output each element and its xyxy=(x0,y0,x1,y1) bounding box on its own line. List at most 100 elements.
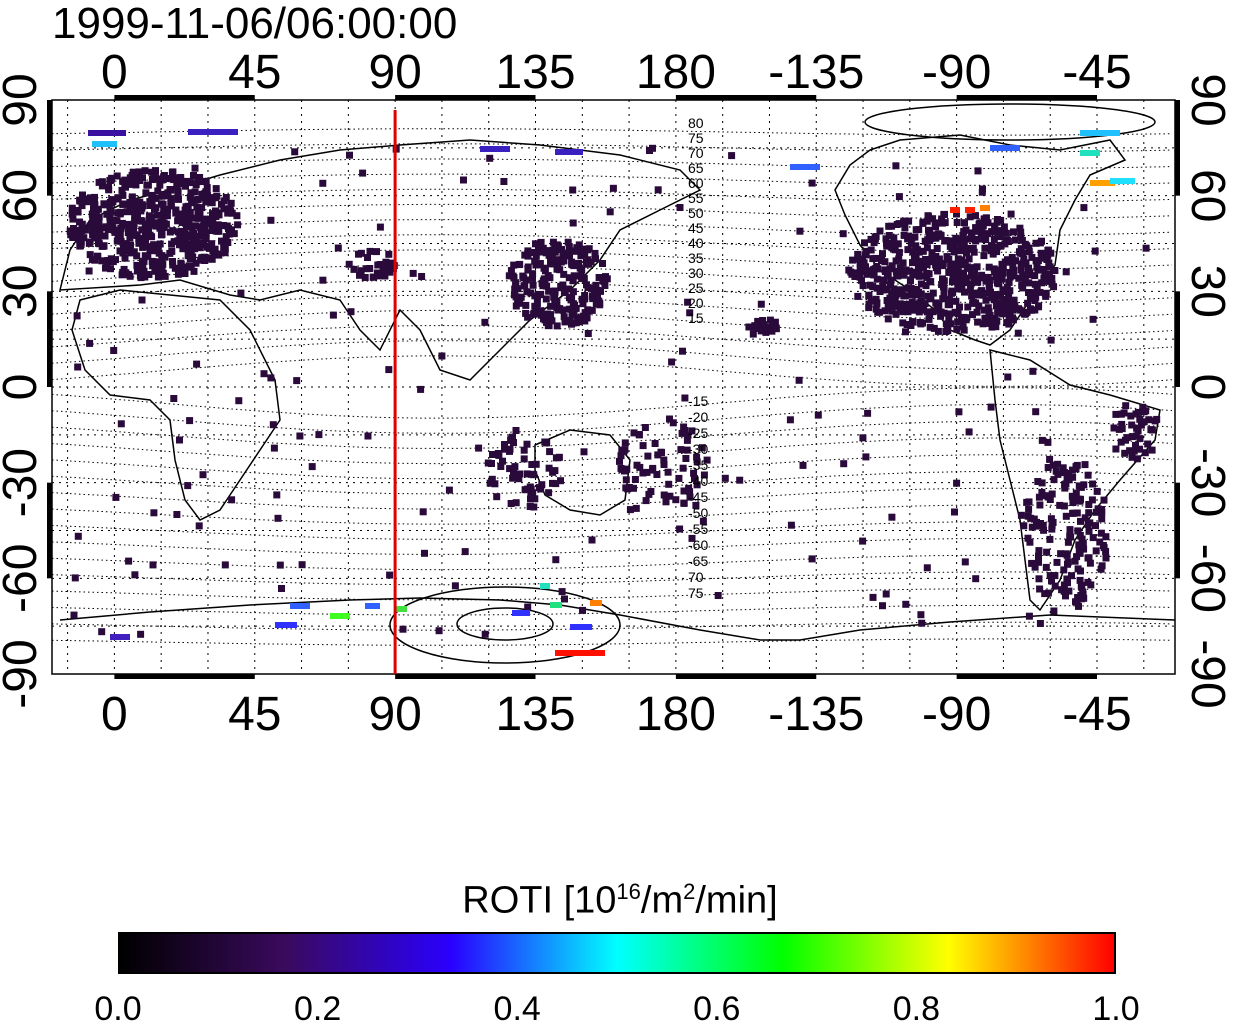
roti-point xyxy=(70,225,77,232)
roti-point xyxy=(1038,279,1046,287)
roti-point xyxy=(1080,594,1088,602)
roti-point xyxy=(526,503,534,510)
roti-point xyxy=(509,474,517,482)
roti-point xyxy=(489,451,496,458)
roti-point xyxy=(276,561,284,569)
roti-point xyxy=(1031,563,1039,571)
roti-point xyxy=(184,245,192,253)
roti-point xyxy=(168,240,176,248)
roti-point xyxy=(954,310,962,318)
roti-point xyxy=(530,310,538,318)
roti-point xyxy=(1145,416,1153,424)
roti-point xyxy=(982,314,990,322)
roti-point xyxy=(869,255,877,263)
roti-point xyxy=(955,239,963,247)
roti-point xyxy=(375,272,383,280)
lon-tick-label-top: -90 xyxy=(922,46,991,99)
roti-point xyxy=(632,504,640,512)
roti-point xyxy=(1032,239,1040,247)
roti-point xyxy=(865,291,873,299)
roti-point xyxy=(920,264,928,272)
roti-point xyxy=(417,385,425,393)
roti-point xyxy=(961,558,969,566)
roti-point xyxy=(1128,433,1136,441)
roti-data-points xyxy=(66,129,1161,656)
roti-point xyxy=(1036,501,1044,509)
roti-point xyxy=(135,239,143,247)
roti-point xyxy=(910,253,918,261)
roti-point xyxy=(186,417,194,425)
roti-point xyxy=(527,289,535,297)
roti-point xyxy=(524,603,532,611)
roti-point xyxy=(308,463,316,471)
roti-point xyxy=(905,217,913,225)
roti-point xyxy=(1027,306,1035,314)
roti-point xyxy=(592,300,600,308)
roti-point xyxy=(1072,489,1080,497)
roti-point xyxy=(1017,245,1025,253)
roti-point xyxy=(521,486,529,494)
roti-point xyxy=(91,234,98,242)
roti-point xyxy=(934,327,942,335)
roti-point xyxy=(193,203,201,211)
roti-point xyxy=(597,287,604,295)
roti-point xyxy=(993,248,1001,256)
roti-point xyxy=(512,499,520,507)
roti-point xyxy=(531,249,539,256)
roti-point xyxy=(631,476,639,483)
roti-point xyxy=(858,260,865,268)
roti-point xyxy=(890,234,898,242)
roti-point xyxy=(364,432,372,440)
roti-point xyxy=(150,247,158,255)
roti-point xyxy=(908,298,916,306)
roti-point xyxy=(524,252,532,260)
roti-point xyxy=(963,249,970,257)
roti-point xyxy=(218,237,225,245)
roti-point xyxy=(1073,553,1081,561)
roti-point xyxy=(866,281,874,289)
roti-point xyxy=(1077,567,1084,575)
roti-point xyxy=(978,271,986,279)
roti-point xyxy=(1023,498,1031,506)
roti-point xyxy=(1061,469,1068,477)
roti-point xyxy=(126,272,134,280)
roti-point xyxy=(161,272,169,280)
roti-point xyxy=(935,255,943,263)
roti-point xyxy=(1024,512,1032,520)
roti-point xyxy=(963,314,971,322)
roti-point xyxy=(139,202,147,210)
roti-point xyxy=(585,245,593,253)
roti-point xyxy=(1096,538,1104,546)
roti-point xyxy=(260,370,268,378)
roti-point xyxy=(690,469,698,477)
roti-point xyxy=(925,315,933,323)
roti-point xyxy=(91,193,98,201)
roti-point xyxy=(909,268,917,276)
roti-point xyxy=(539,282,547,290)
roti-point xyxy=(1046,455,1054,463)
roti-point xyxy=(215,211,223,219)
roti-point xyxy=(975,226,983,234)
roti-point xyxy=(235,397,243,405)
roti-point xyxy=(992,292,1000,300)
roti-point xyxy=(1048,577,1055,585)
roti-point xyxy=(929,289,937,297)
roti-point xyxy=(174,237,182,245)
frame-tick-bars xyxy=(47,95,1180,679)
roti-point xyxy=(296,432,304,440)
roti-point xyxy=(999,263,1007,271)
roti-point xyxy=(576,264,584,272)
roti-point xyxy=(273,491,281,499)
roti-point xyxy=(68,204,76,212)
contour-label: 80 xyxy=(688,115,704,131)
roti-point xyxy=(121,200,129,208)
roti-point xyxy=(965,207,975,213)
roti-point xyxy=(119,191,127,199)
contour-label: 70 xyxy=(688,145,704,161)
roti-point xyxy=(856,268,864,276)
roti-point xyxy=(486,479,494,487)
roti-point xyxy=(127,241,134,249)
roti-point xyxy=(859,434,867,442)
roti-point xyxy=(359,169,367,177)
roti-point xyxy=(736,476,744,484)
